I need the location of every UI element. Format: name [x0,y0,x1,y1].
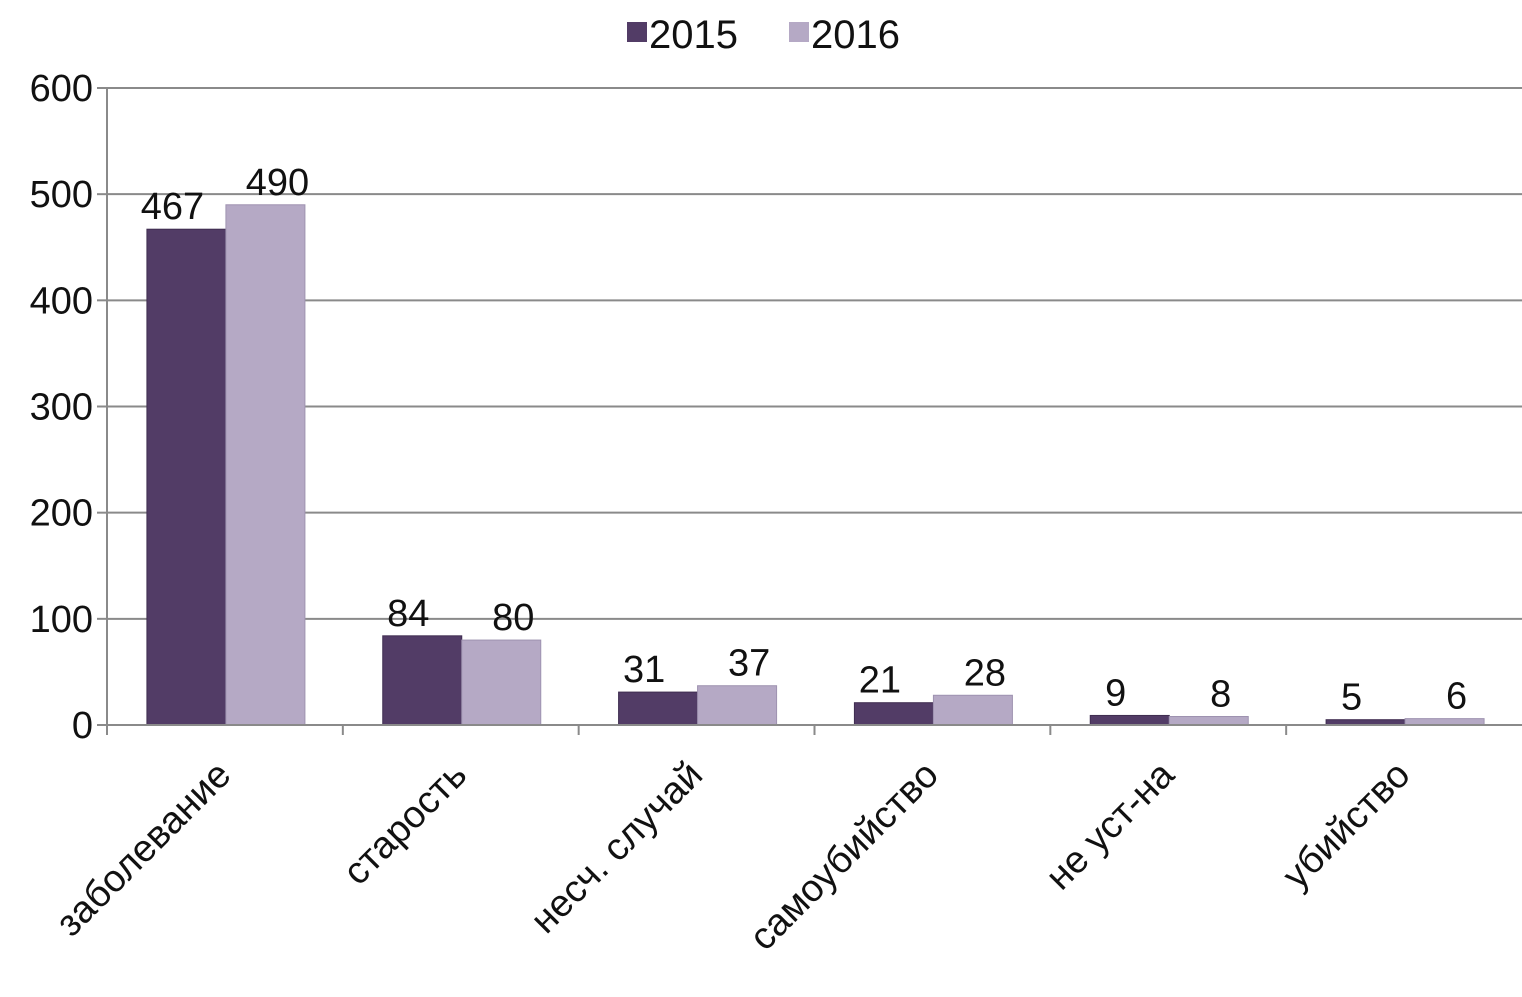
bar-2016 [1168,716,1249,726]
bar-2016 [697,685,778,726]
bar-2016 [461,639,542,726]
data-label: 467 [141,186,204,228]
bar-2015 [853,702,934,726]
data-label: 8 [1210,674,1231,716]
data-label: 6 [1446,676,1467,718]
data-label: 21 [859,660,901,702]
data-label: 37 [728,643,770,685]
y-tick-label: 0 [72,705,93,747]
legend-swatch-2015 [627,22,647,42]
data-label: 9 [1105,672,1126,714]
category-label: убийство [1275,754,1419,898]
category-label: заболевание [48,754,239,945]
data-label: 5 [1341,677,1362,719]
data-label: 490 [246,162,309,204]
bar-2016 [932,694,1013,726]
data-label: 28 [964,652,1006,694]
y-tick-label: 300 [30,387,93,429]
legend-label: 2016 [811,13,900,57]
category-label: самоубийство [742,754,947,959]
legend-label: 2015 [649,13,738,57]
data-label: 84 [387,593,429,635]
y-tick-label: 500 [30,174,93,216]
category-label: несч. случай [523,754,711,942]
axes [97,87,1522,735]
category-label: старость [335,754,475,894]
legend: 2015 2016 [627,13,900,57]
bar-2016 [225,204,306,726]
legend-swatch-2016 [789,22,809,42]
data-label: 31 [623,649,665,691]
bar-2015 [1089,714,1170,726]
data-label: 80 [492,597,534,639]
gridlines [107,87,1522,620]
y-tick-label: 100 [30,599,93,641]
bar-2015 [618,691,699,726]
bars [146,204,1485,726]
y-tick-label: 200 [30,493,93,535]
y-tick-label: 400 [30,280,93,322]
category-label: не уст-на [1038,753,1183,898]
y-tick-label: 600 [30,68,93,110]
bar-2015 [146,228,227,726]
bar-2015 [382,635,463,726]
